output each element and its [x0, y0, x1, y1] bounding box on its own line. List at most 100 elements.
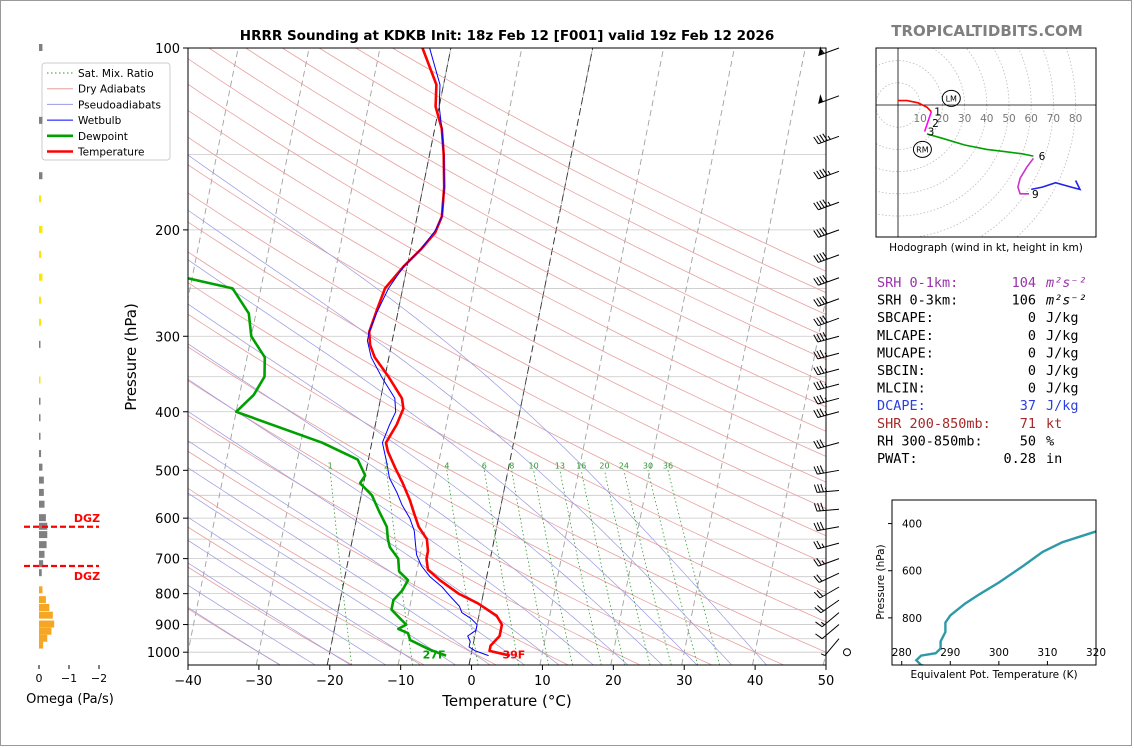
- hodograph-height-label: 1: [934, 107, 941, 119]
- isotherm-line: [539, 48, 665, 665]
- theta-e-xlabel: Equivalent Pot. Temperature (K): [910, 669, 1077, 681]
- skewt-plot-area: [0, 48, 826, 665]
- dry-adiabat-line: [188, 346, 784, 665]
- omega-bar: [39, 296, 42, 304]
- y-tick-label: 100: [155, 42, 180, 57]
- mixing-ratio-label: 10: [529, 461, 539, 470]
- stat-unit: J/kg: [1046, 310, 1079, 326]
- omega-bar: [39, 463, 43, 471]
- stat-unit: J/kg: [1046, 381, 1079, 397]
- y-tick-label: 500: [155, 464, 180, 479]
- pseudoadiabat-line: [188, 259, 698, 665]
- mixing-ratio-label: 4: [444, 461, 449, 470]
- wind-barbs: [813, 46, 851, 657]
- mixing-ratio-line: [604, 470, 651, 665]
- mixing-ratio-line: [533, 470, 573, 665]
- theta-e-y-tick-label: 800: [902, 613, 922, 625]
- wind-barb: [815, 612, 840, 628]
- legend-entry: Pseudoadiabats: [78, 99, 161, 111]
- dry-adiabat-line: [188, 109, 826, 457]
- stat-unit: m²s⁻²: [1045, 293, 1087, 309]
- pseudoadiabat-line: [188, 562, 351, 665]
- wind-barb: [815, 624, 840, 640]
- storm-motion-marker: [912, 140, 932, 158]
- hodograph: 10 20 30 40 50 60 70 80 123 6 9 LM RM: [875, 47, 1097, 238]
- isotherm-line: [255, 48, 381, 665]
- wind-barb: [813, 349, 840, 360]
- stat-value: 71: [1020, 416, 1036, 432]
- wind-barb: [813, 540, 840, 550]
- mixing-ratio-label: 2: [384, 461, 389, 470]
- dry-adiabat-line: [392, 48, 826, 272]
- stat-value: 0: [1028, 328, 1036, 344]
- stat-value: 106: [1012, 293, 1036, 309]
- wind-barb: [813, 380, 840, 391]
- hodograph-ring-label: 60: [1025, 113, 1038, 125]
- omega-x-tick-label: −1: [61, 672, 77, 685]
- wind-barb: [813, 133, 840, 145]
- pseudoadiabat-line: [188, 467, 491, 665]
- omega-bar: [39, 414, 41, 422]
- mixing-ratio-label: 6: [482, 461, 487, 470]
- dry-adiabat-line: [318, 48, 826, 315]
- isotherm-line: [188, 48, 239, 301]
- mixing-ratio-label: 30: [643, 461, 653, 470]
- stat-value: 0: [1028, 345, 1036, 361]
- storm-motion-marker: [941, 89, 961, 107]
- dgz-label: DGZ: [74, 512, 100, 525]
- x-tick-label: 0: [467, 674, 475, 689]
- stat-label: DCAPE:: [877, 398, 926, 414]
- wind-barb: [813, 332, 840, 343]
- wind-barb: [813, 295, 840, 307]
- theta-e-area: [914, 530, 1096, 665]
- stat-label: SRH 0-3km:: [877, 293, 958, 309]
- isotherm-line: [0, 48, 26, 665]
- pseudoadiabat-line: [188, 303, 663, 665]
- dry-adiabat-line: [188, 192, 826, 537]
- stat-value: 50: [1020, 433, 1036, 449]
- omega-bar: [39, 172, 43, 180]
- legend-entry: Dewpoint: [78, 131, 128, 143]
- mixing-ratio-line: [446, 470, 479, 665]
- y-tick-label: 700: [155, 553, 180, 568]
- x-tick-label: 40: [747, 674, 764, 689]
- wind-barb: [813, 365, 840, 376]
- x-tick-label: −40: [174, 674, 201, 689]
- wind-barb: [813, 199, 840, 211]
- y-tick-label: 200: [155, 224, 180, 239]
- stat-unit: J/kg: [1046, 363, 1079, 379]
- wind-barb: [813, 394, 840, 405]
- omega-bar: [39, 488, 44, 496]
- brand-watermark: TROPICALTIDBITS.COM: [891, 22, 1083, 40]
- stat-unit: J/kg: [1046, 328, 1079, 344]
- theta-e-y-tick-label: 600: [902, 566, 922, 578]
- omega-bar: [39, 318, 42, 326]
- mixing-ratio-line: [483, 470, 520, 665]
- omega-bar: [39, 531, 48, 539]
- stat-label: SBCAPE:: [877, 310, 934, 326]
- omega-panel: DGZ DGZ 0 −1 −2: [24, 44, 107, 685]
- legend-entry: Wetbulb: [78, 115, 122, 127]
- dgz-label: DGZ: [74, 570, 100, 583]
- x-tick-label: −20: [316, 674, 343, 689]
- wind-barb: [813, 557, 840, 567]
- hodograph-height-label: 9: [1032, 189, 1039, 201]
- pseudoadiabat-line: [188, 540, 386, 665]
- stat-unit: in: [1046, 451, 1062, 467]
- omega-bar: [39, 432, 41, 440]
- stat-value: 37: [1020, 398, 1036, 414]
- hodograph-height-label: 2: [932, 118, 939, 130]
- omega-bar: [39, 604, 50, 612]
- wind-barb: [813, 408, 840, 418]
- legend-entry: Sat. Mix. Ratio: [78, 68, 154, 80]
- stat-label: SHR 200-850mb:: [877, 416, 991, 432]
- omega-bar: [39, 627, 52, 635]
- stat-value: 0.28: [1003, 451, 1036, 467]
- dry-adiabat-line: [245, 48, 826, 361]
- omega-bar: [39, 560, 44, 568]
- omega-bar: [39, 116, 43, 124]
- dry-adiabat-line: [188, 83, 826, 432]
- dry-adiabat-line: [188, 526, 425, 665]
- legend: Sat. Mix. Ratio Dry Adiabats Pseudoadiabat…: [41, 62, 171, 161]
- omega-bar: [39, 611, 53, 619]
